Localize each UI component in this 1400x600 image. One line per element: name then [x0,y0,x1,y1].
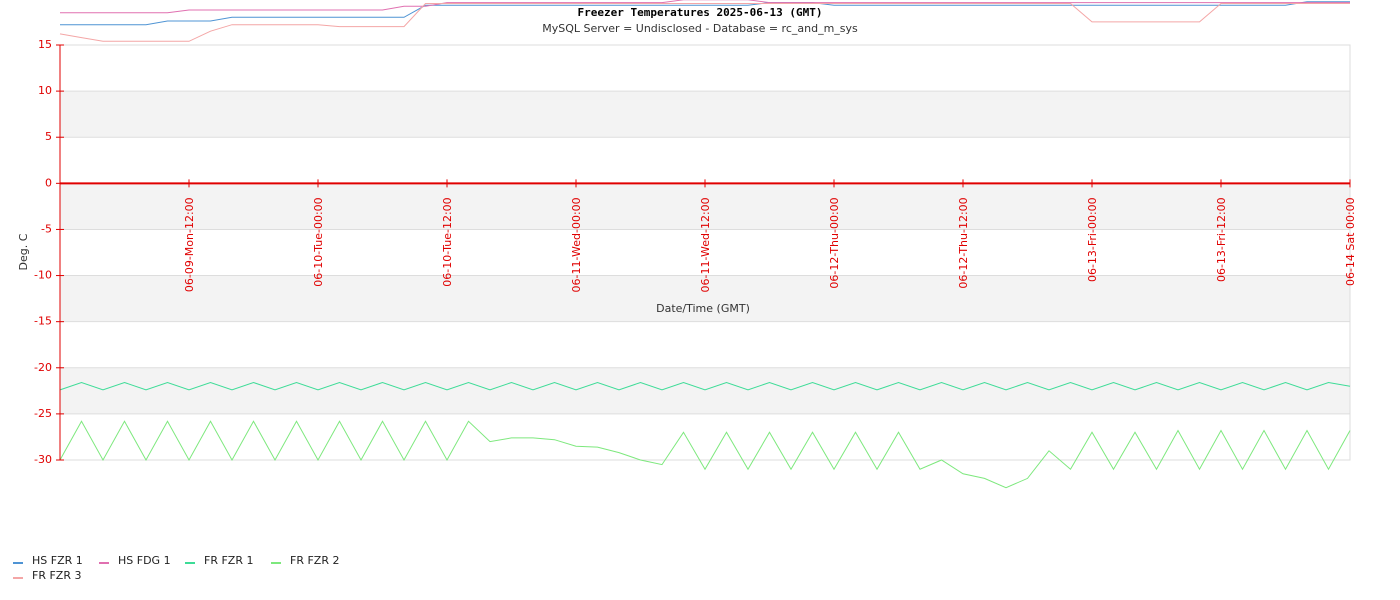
grid-band [60,275,1350,322]
y-tick-label: -10 [34,269,52,282]
y-tick-label: 0 [45,176,52,189]
x-tick-label: 06-09-Mon-12:00 [183,197,196,292]
y-axis-label: Deg. C [17,233,30,270]
x-tick-label: 06-13-Fri-00:00 [1086,197,1099,282]
series-line [59,381,1351,391]
y-tick-label: -30 [34,453,52,466]
y-tick-label: -25 [34,407,52,420]
plot-lines [59,0,1351,489]
y-tick-label: 10 [38,84,52,97]
legend-label: FR FZR 1 [204,554,253,567]
legend-label: FR FZR 3 [32,569,81,582]
chart-title: Freezer Temperatures 2025-06-13 (GMT) [577,6,822,19]
x-tick-label: 06-13-Fri-12:00 [1215,197,1228,282]
grid-band [60,367,1350,414]
y-tick-label: 15 [38,38,52,51]
chart-subtitle: MySQL Server = Undisclosed - Database = … [542,22,858,35]
grid-bands [59,44,1351,461]
x-axis-label: Date/Time (GMT) [656,302,750,315]
legend-label: HS FDG 1 [118,554,171,567]
grid-band [60,183,1350,230]
y-tick-label: -20 [34,361,52,374]
grid-band [60,91,1350,138]
x-tick-label: 06-10-Tue-12:00 [441,197,454,286]
y-tick-label: -5 [41,222,52,235]
legend-label: FR FZR 2 [290,554,339,567]
series-line [59,3,1350,42]
series-line [60,0,1350,14]
x-tick-label: 06-14 Sat 00:00 [1344,197,1357,286]
y-tick-label: 5 [45,130,52,143]
x-tick-label: 06-11-Wed-12:00 [699,197,712,292]
x-tick-label: 06-10-Tue-00:00 [312,197,325,286]
y-tick-label: -15 [34,315,52,328]
x-tick-label: 06-12-Thu-12:00 [957,197,970,288]
legend-label: HS FZR 1 [32,554,83,567]
series-line [60,1,1350,26]
series-line [59,420,1351,489]
x-tick-label: 06-12-Thu-00:00 [828,197,841,288]
x-tick-label: 06-11-Wed-00:00 [570,197,583,292]
